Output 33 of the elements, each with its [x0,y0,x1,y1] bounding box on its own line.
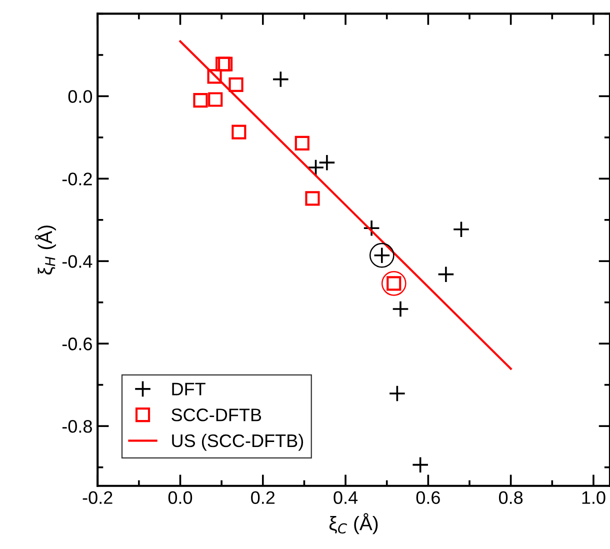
x-tick-label: -0.2 [82,491,112,504]
point [318,154,336,172]
point [232,124,246,140]
point [228,77,244,92]
x-tick-label: 0.6 [416,491,440,504]
point [452,220,470,238]
x-tick-label: 1.0 [582,491,606,504]
x-tick-label: 0.0 [168,491,192,504]
point [193,93,208,108]
x-axis-title: ξ$_{C}$ (Å) [329,513,378,534]
y-tick-label: -0.4 [62,255,92,268]
legend-label: SCC-DFTB [172,408,262,422]
legend-label: US (SCC-DFTB) [172,434,304,451]
x-tick-label: 0.4 [334,491,358,504]
point [307,158,324,176]
point [272,70,290,88]
point [305,191,320,206]
point [412,456,429,474]
y-tick-label: -0.2 [62,172,92,186]
point [388,384,406,402]
point [392,300,410,318]
point [294,136,310,150]
point [208,92,223,107]
legend-label: DFT [172,382,206,396]
x-tick-label: 0.8 [498,491,523,504]
y-tick-label: 0.0 [68,90,92,103]
x-tick-label: 0.2 [251,491,275,504]
point [437,266,454,283]
y-tick-label: -0.6 [62,338,92,350]
y-axis-title: ξ$_{H}$ (Å) [34,226,56,275]
y-tick-label: -0.8 [62,420,92,433]
point [363,220,380,237]
point [207,69,222,84]
